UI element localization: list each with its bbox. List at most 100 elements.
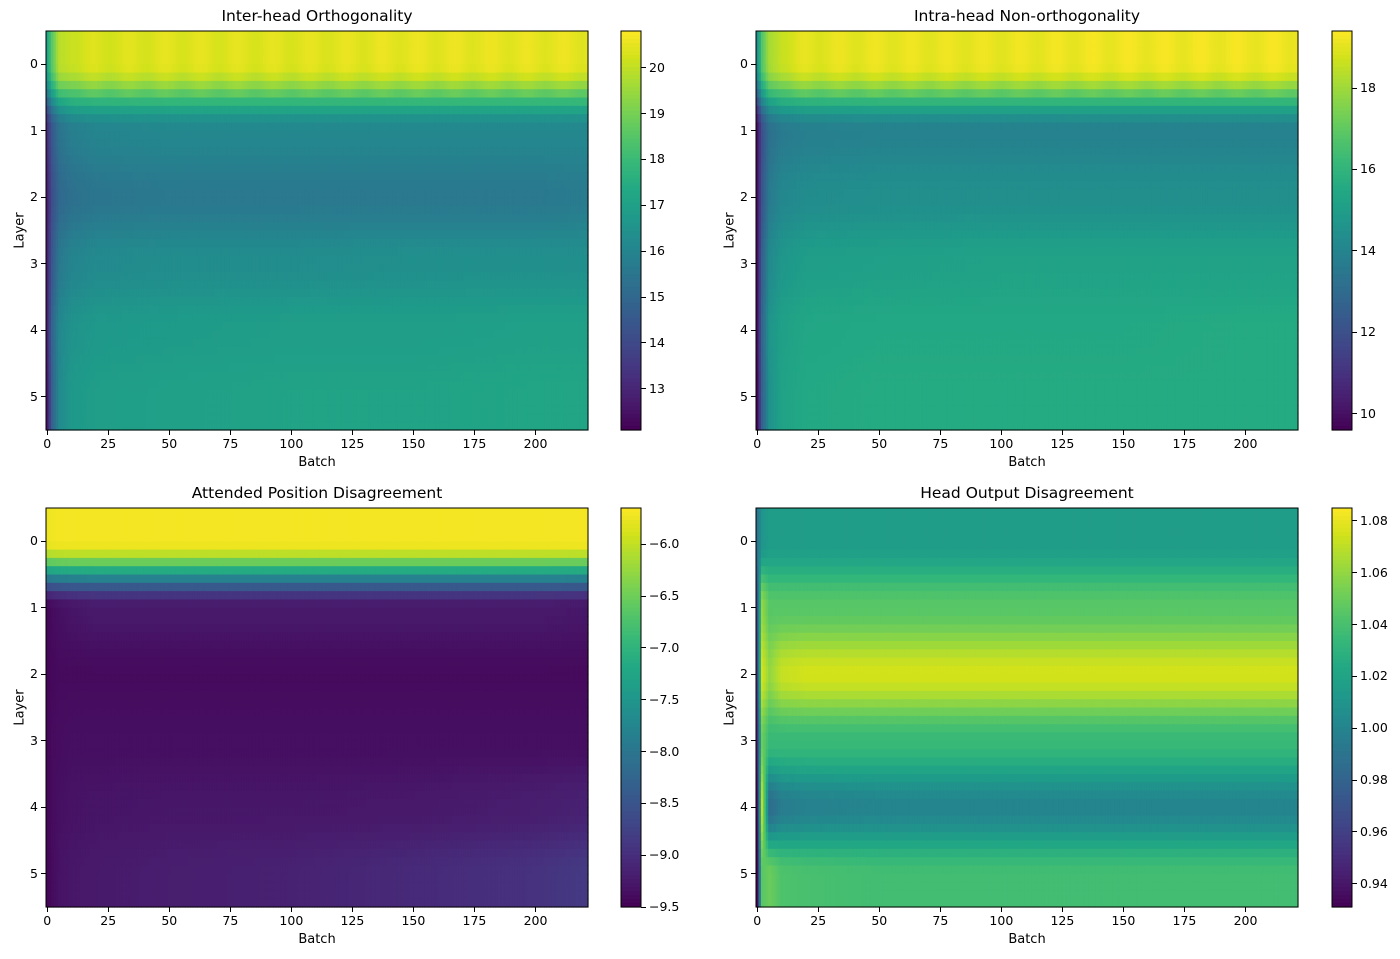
heatmap-cell bbox=[243, 280, 247, 290]
heatmap-cell bbox=[85, 164, 89, 173]
heatmap-cell bbox=[77, 396, 81, 406]
heatmap-cell bbox=[229, 130, 233, 140]
heatmap-cell bbox=[94, 355, 98, 365]
heatmap-cell bbox=[133, 321, 137, 331]
heatmap-cell bbox=[89, 413, 93, 423]
heatmap-cell bbox=[133, 205, 137, 215]
heatmap-cell bbox=[129, 47, 133, 57]
heatmap-cell bbox=[75, 263, 79, 273]
heatmap-cell bbox=[48, 321, 52, 331]
heatmap-cell bbox=[46, 297, 50, 306]
heatmap-cell bbox=[116, 222, 120, 232]
heatmap-cell bbox=[229, 288, 233, 298]
heatmap-cell bbox=[168, 139, 172, 148]
heatmap-cell bbox=[192, 380, 196, 390]
heatmap-cell bbox=[121, 188, 125, 198]
heatmap-cell bbox=[136, 230, 140, 240]
heatmap-cell bbox=[214, 197, 218, 207]
heatmap-cell bbox=[180, 288, 184, 298]
heatmap-cell bbox=[67, 313, 72, 323]
heatmap-cell bbox=[199, 114, 203, 124]
heatmap-cell bbox=[89, 47, 93, 57]
heatmap-cell bbox=[187, 89, 191, 99]
heatmap-cell bbox=[185, 105, 189, 115]
heatmap-cell bbox=[46, 405, 50, 414]
heatmap-cell bbox=[172, 197, 176, 207]
heatmap-cell bbox=[67, 164, 72, 173]
heatmap-cell bbox=[192, 122, 196, 132]
heatmap-cell bbox=[216, 139, 220, 148]
heatmap-cell bbox=[138, 97, 142, 107]
heatmap-cell bbox=[243, 213, 247, 223]
heatmap-cell bbox=[194, 272, 198, 281]
heatmap-cell bbox=[92, 388, 96, 398]
heatmap-cell bbox=[233, 363, 238, 373]
heatmap-cell bbox=[224, 139, 228, 148]
heatmap-cell bbox=[48, 39, 52, 49]
heatmap-cell bbox=[148, 188, 152, 198]
heatmap-cell bbox=[221, 338, 225, 348]
heatmap-cell bbox=[116, 371, 120, 381]
heatmap-cell bbox=[221, 330, 225, 340]
heatmap-cell bbox=[58, 64, 62, 74]
heatmap-cell bbox=[163, 172, 167, 182]
heatmap-cell bbox=[229, 89, 233, 99]
heatmap-cell bbox=[221, 247, 225, 257]
heatmap-cell bbox=[107, 321, 111, 331]
heatmap-cell bbox=[165, 222, 169, 232]
heatmap-cell bbox=[124, 31, 128, 40]
heatmap-cell bbox=[168, 363, 172, 373]
heatmap-cell bbox=[92, 72, 96, 82]
heatmap-column bbox=[48, 31, 52, 431]
heatmap-cell bbox=[63, 188, 67, 198]
heatmap-cell bbox=[180, 272, 184, 281]
heatmap-cell bbox=[65, 280, 69, 290]
heatmap-cell bbox=[124, 80, 128, 90]
heatmap-cell bbox=[111, 55, 115, 65]
heatmap-cell bbox=[55, 313, 59, 323]
heatmap-cell bbox=[77, 421, 81, 431]
heatmap-cell bbox=[55, 172, 59, 182]
heatmap-cell bbox=[199, 396, 203, 406]
heatmap-cell bbox=[60, 338, 64, 348]
heatmap-cell bbox=[150, 272, 155, 281]
heatmap-cell bbox=[243, 147, 247, 157]
heatmap-cell bbox=[102, 64, 106, 74]
heatmap-column bbox=[80, 31, 84, 431]
heatmap-cell bbox=[238, 80, 242, 90]
heatmap-cell bbox=[89, 363, 93, 373]
heatmap-cell bbox=[70, 280, 74, 290]
heatmap-cell bbox=[85, 188, 89, 198]
heatmap-cell bbox=[111, 180, 115, 190]
heatmap-cell bbox=[124, 72, 128, 82]
heatmap-cell bbox=[182, 238, 186, 248]
heatmap-cell bbox=[116, 313, 120, 323]
heatmap-cell bbox=[187, 313, 191, 323]
heatmap-cell bbox=[116, 105, 120, 115]
heatmap-cell bbox=[121, 72, 125, 82]
heatmap-cell bbox=[114, 39, 118, 49]
heatmap-cell bbox=[199, 213, 203, 223]
heatmap-cell bbox=[224, 172, 228, 182]
heatmap-cell bbox=[85, 263, 89, 273]
heatmap-cell bbox=[75, 139, 79, 148]
heatmap-cell bbox=[46, 164, 50, 173]
heatmap-cell bbox=[153, 280, 157, 290]
heatmap-cell bbox=[136, 147, 140, 157]
heatmap-cell bbox=[109, 180, 113, 190]
heatmap-cell bbox=[153, 396, 157, 406]
heatmap-cell bbox=[133, 297, 137, 306]
heatmap-cell bbox=[136, 421, 140, 431]
heatmap-cell bbox=[92, 47, 96, 57]
heatmap-cell bbox=[182, 405, 186, 414]
heatmap-cell bbox=[124, 313, 128, 323]
heatmap-cell bbox=[141, 421, 145, 431]
heatmap-cell bbox=[136, 363, 140, 373]
heatmap-cell bbox=[236, 89, 240, 99]
heatmap-cell bbox=[185, 413, 189, 423]
heatmap-cell bbox=[150, 297, 155, 306]
heatmap-cell bbox=[190, 280, 194, 290]
heatmap-cell bbox=[221, 230, 225, 240]
heatmap-cell bbox=[124, 238, 128, 248]
heatmap-cell bbox=[219, 89, 223, 99]
